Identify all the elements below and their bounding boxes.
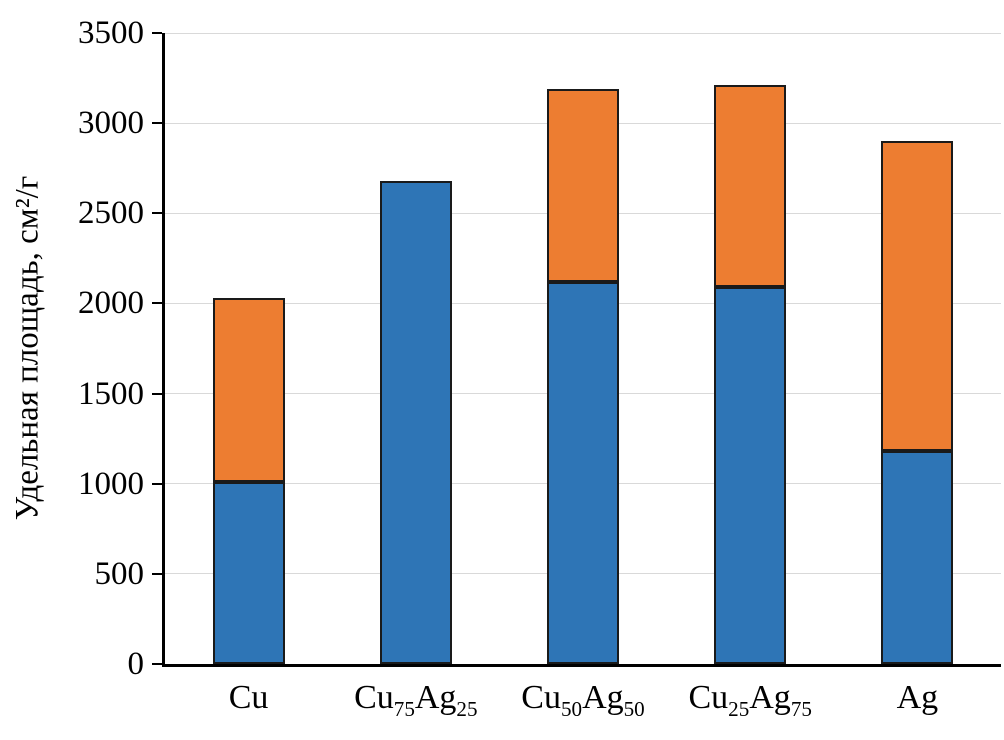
bar-segment-top-orange-Ag — [881, 141, 953, 451]
bar-segment-top-orange-Cu50Ag50 — [547, 89, 619, 282]
plot-area — [162, 32, 1001, 667]
x-axis-label-Ag: Ag — [896, 679, 939, 716]
x-axis-label-Cu50Ag50: Cu50Ag50 — [521, 679, 645, 721]
x-axis-label-Cu75Ag25: Cu75Ag25 — [354, 679, 478, 721]
bar-segment-bottom-blue-Ag — [881, 451, 953, 664]
bar-segment-top-orange-Cu — [213, 298, 285, 482]
bar-segment-bottom-blue-Cu75Ag25 — [380, 181, 452, 664]
y-tick-mark-3000 — [152, 122, 162, 125]
y-tick-mark-0 — [152, 663, 162, 665]
y-tick-mark-1500 — [152, 392, 162, 395]
x-axis-label-Cu: Cu — [228, 679, 269, 716]
y-tick-mark-3500 — [152, 32, 162, 34]
bar-segment-bottom-blue-Cu25Ag75 — [714, 287, 786, 664]
y-tick-mark-500 — [152, 572, 162, 575]
y-tick-label-1500: 1500 — [78, 375, 144, 412]
y-tick-label-2500: 2500 — [78, 195, 144, 232]
y-tick-mark-1000 — [152, 482, 162, 485]
x-axis-label-Cu25Ag75: Cu25Ag75 — [688, 679, 812, 721]
y-tick-label-3500: 3500 — [78, 15, 144, 51]
y-tick-label-500: 500 — [94, 555, 145, 592]
gridline-3500 — [165, 32, 1001, 34]
y-tick-label-0: 0 — [127, 646, 145, 682]
bar-segment-bottom-blue-Cu — [213, 482, 285, 664]
y-tick-mark-2500 — [152, 212, 162, 215]
bar-segment-top-orange-Cu25Ag75 — [714, 85, 786, 287]
y-tick-mark-2000 — [152, 302, 162, 305]
y-tick-label-1000: 1000 — [78, 465, 144, 502]
y-tick-label-2000: 2000 — [78, 285, 144, 322]
bar-segment-bottom-blue-Cu50Ag50 — [547, 282, 619, 664]
y-tick-label-3000: 3000 — [78, 105, 144, 142]
